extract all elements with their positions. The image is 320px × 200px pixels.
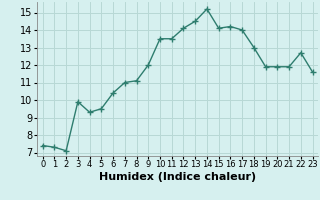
X-axis label: Humidex (Indice chaleur): Humidex (Indice chaleur) <box>99 172 256 182</box>
